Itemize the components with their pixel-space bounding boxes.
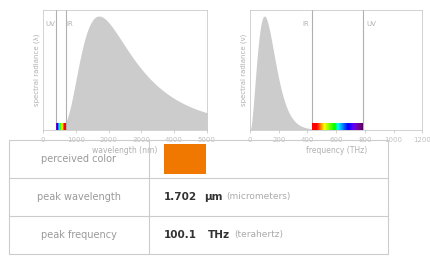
X-axis label: wavelength (nm): wavelength (nm) <box>92 146 157 155</box>
Text: UV: UV <box>45 20 55 27</box>
Text: peak wavelength: peak wavelength <box>37 192 120 202</box>
Y-axis label: spectral radiance (ν): spectral radiance (ν) <box>240 34 247 106</box>
Text: peak frequency: peak frequency <box>41 230 117 240</box>
Text: THz: THz <box>207 230 229 240</box>
Text: 100.1: 100.1 <box>164 230 197 240</box>
Text: UV: UV <box>366 20 375 27</box>
Text: perceived color: perceived color <box>41 154 116 164</box>
Text: IR: IR <box>302 20 309 27</box>
Text: μm: μm <box>203 192 222 202</box>
X-axis label: frequency (THz): frequency (THz) <box>305 146 366 155</box>
Y-axis label: spectral radiance (λ): spectral radiance (λ) <box>34 34 40 106</box>
Bar <box>164 144 206 174</box>
Text: (micrometers): (micrometers) <box>226 192 290 201</box>
Text: IR: IR <box>67 20 73 27</box>
Text: (terahertz): (terahertz) <box>234 230 283 239</box>
Text: 1.702: 1.702 <box>164 192 197 202</box>
